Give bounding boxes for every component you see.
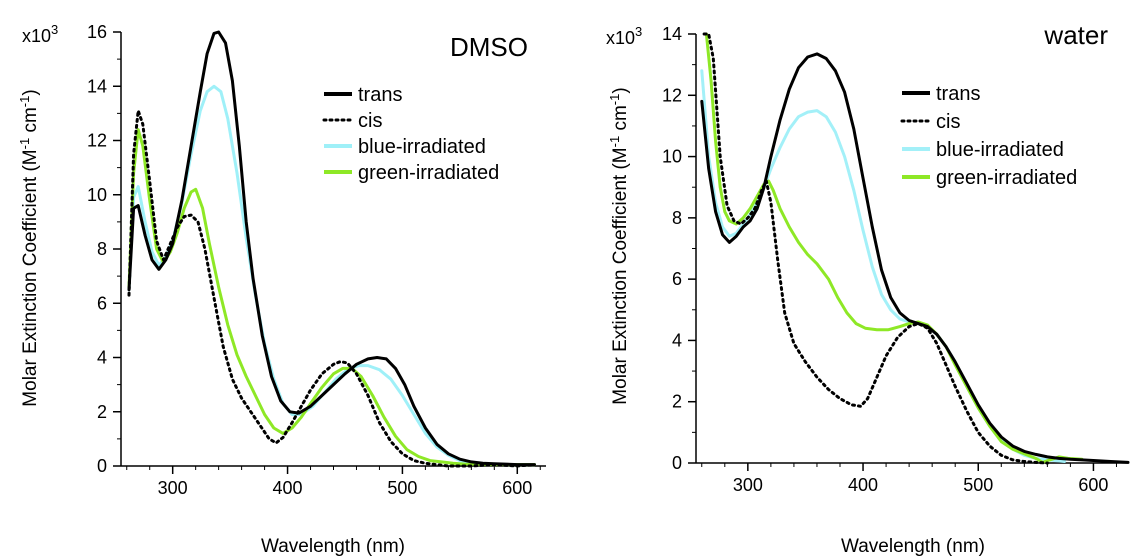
y-axis-title: Molar Extinction Coefficient (M-1 cm-1) [607, 87, 631, 404]
legend-label-cis: cis [936, 111, 960, 133]
legend-label-blue-irradiated: blue-irradiated [936, 139, 1064, 161]
y-tick-label: 4 [672, 330, 682, 350]
panel-title: water [1043, 20, 1108, 50]
y-multiplier: x103 [22, 22, 58, 46]
y-tick-label: 6 [97, 293, 107, 313]
x-tick-label: 400 [273, 478, 303, 498]
series-line-trans [127, 30, 536, 467]
y-tick-label: 8 [672, 208, 682, 228]
x-axis-title: Wavelength (nm) [841, 536, 985, 557]
x-tick-label: 600 [502, 478, 532, 498]
series-line-cis [702, 32, 1049, 465]
x-tick-label: 500 [963, 475, 993, 495]
series-line-trans [700, 52, 1130, 464]
series-line-cis [127, 109, 536, 468]
series-line-green-irradiated [704, 32, 1084, 464]
y-tick-label: 14 [662, 24, 682, 44]
y-tick-label: 8 [97, 239, 107, 259]
legend-label-trans: trans [358, 84, 402, 106]
y-multiplier: x103 [606, 24, 642, 48]
x-tick-label: 400 [848, 475, 878, 495]
legend-label-blue-irradiated: blue-irradiated [358, 136, 486, 158]
x-tick-label: 300 [733, 475, 763, 495]
x-axis-title: Wavelength (nm) [261, 536, 405, 557]
legend-label-cis: cis [358, 110, 382, 132]
y-tick-label: 0 [97, 456, 107, 476]
dmso-panel: DMSO x103 Molar Extinction Coefficient (… [17, 22, 546, 557]
legend-label-green-irradiated: green-irradiated [358, 162, 499, 184]
y-tick-label: 2 [97, 402, 107, 422]
y-tick-label: 10 [87, 185, 107, 205]
panel-title: DMSO [450, 32, 528, 62]
y-tick-label: 2 [672, 392, 682, 412]
plot-area: 0 2 4 6 8 10 12 14 16 300 400 500 600 [87, 22, 546, 498]
y-tick-label: 6 [672, 269, 682, 289]
water-panel: water x103 Molar Extinction Coefficient … [606, 20, 1130, 557]
y-axis-title: Molar Extinction Coefficient (M-1 cm-1) [17, 89, 41, 406]
y-multiplier-label: x10 [606, 28, 635, 48]
y-multiplier-label: x10 [22, 26, 51, 46]
y-tick-label: 14 [87, 76, 107, 96]
x-tick-label: 300 [158, 478, 188, 498]
y-tick-label: 16 [87, 22, 107, 42]
y-tick-label: 0 [672, 453, 682, 473]
x-tick-label: 600 [1078, 475, 1108, 495]
series-line-blue-irradiated [700, 69, 1067, 463]
legend: trans cis blue-irradiated green-irradiated [900, 83, 1077, 189]
legend-label-green-irradiated: green-irradiated [936, 167, 1077, 189]
y-tick-label: 12 [662, 85, 682, 105]
legend-label-trans: trans [936, 83, 980, 105]
x-tick-label: 500 [387, 478, 417, 498]
y-tick-label: 10 [662, 147, 682, 167]
y-multiplier-exponent: 3 [635, 24, 642, 39]
plot-area: 0 2 4 6 8 10 12 14 300 400 500 600 [662, 24, 1130, 495]
y-tick-label: 4 [97, 348, 107, 368]
y-multiplier-exponent: 3 [51, 22, 58, 37]
legend: trans cis blue-irradiated green-irradiated [322, 84, 499, 184]
y-tick-label: 12 [87, 131, 107, 151]
